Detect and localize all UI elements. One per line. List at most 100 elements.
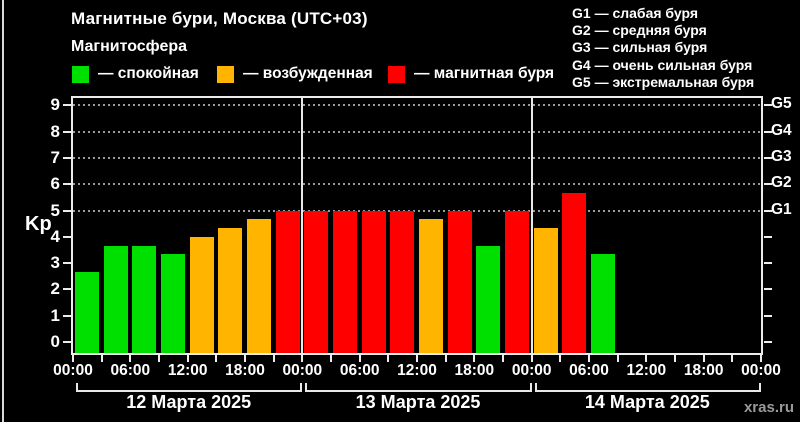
legend-swatch-storm [388,65,405,83]
y-tick-right [764,209,772,212]
legend-swatch-quiet [72,65,89,83]
y-tick-left [63,288,71,291]
x-tick-label: 18:00 [454,362,495,379]
x-tick [358,355,361,362]
x-tick-label: 12:00 [397,362,437,379]
gridline-kp-6 [73,183,761,186]
x-tick [244,355,246,362]
legend-swatch-active [217,65,234,83]
y-tick-label: 2 [50,279,60,299]
x-tick [731,355,734,362]
state-legend: — спокойная — возбужденная — магнитная бур… [0,64,800,86]
kp-bar [361,210,386,353]
x-tick [674,355,676,362]
x-tick [215,355,218,362]
y-tick-label: 6 [50,174,60,194]
y-tick-left [63,341,71,343]
x-tick-label: 00:00 [741,362,781,379]
kp-bar [161,254,186,353]
date-bracket-end [759,383,761,392]
y-tick-right [764,183,772,186]
y-axis-label: Kp [25,213,52,235]
date-label: 12 Марта 2025 [126,392,252,412]
y-tick-right [764,156,772,159]
date-bracket-end [529,383,532,392]
kp-bar [390,210,415,353]
date-bracket-end [305,383,308,392]
y-tick-label: 7 [50,147,60,167]
g-axis-label-g3: G3 [771,147,792,165]
legend-item-active: — возбужденная [217,64,373,84]
x-tick [186,355,189,362]
x-tick-label: 12:00 [626,362,667,379]
kp-bar [476,245,501,353]
y-tick-left [63,104,71,107]
x-tick-label: 06:00 [110,362,151,379]
gridline-kp-7 [73,156,761,159]
y-tick-left [63,209,71,212]
date-bracket-line [305,390,531,392]
x-tick [559,355,562,362]
kp-bar [75,271,100,353]
date-bracket-line [534,390,760,392]
x-tick [702,355,705,362]
g-legend-line: G4 — очень сильная буря [572,56,753,73]
x-tick [416,355,418,362]
x-tick-label: 06:00 [569,362,609,379]
x-tick [272,355,275,362]
kp-bar [275,210,300,353]
kp-bar [333,210,358,353]
date-label: 14 Марта 2025 [584,392,710,412]
y-tick-right [764,314,772,317]
g-legend-line: G3 — сильная буря [572,39,708,56]
x-tick [760,355,762,362]
y-tick-label: 1 [50,305,60,325]
y-tick-left [63,262,71,265]
kp-bar [447,210,472,353]
gridline-kp-5 [73,209,761,212]
gridline-kp-9 [73,104,761,107]
x-tick-label: 00:00 [282,362,323,379]
date-bracket-line [76,390,302,392]
legend-label: — спокойная [98,65,199,82]
y-tick-label: 3 [50,253,60,273]
date-bracket-end [534,383,537,392]
date-label: 13 Марта 2025 [355,392,481,412]
kp-bar [218,228,243,353]
y-tick-label: 9 [50,95,60,115]
x-tick [588,355,590,362]
x-tick [444,355,447,362]
x-tick-label: 18:00 [225,362,265,379]
kp-bar [419,219,444,353]
legend-label: — магнитная буря [414,65,555,82]
y-tick-left [63,183,71,186]
day-separator [530,98,533,353]
g-legend-line: G2 — средняя буря [572,22,707,39]
kp-bar [304,210,329,353]
kp-bar [505,210,530,353]
x-tick [100,355,103,362]
y-tick-left [63,156,71,159]
g-axis-label-g4: G4 [771,121,792,139]
kp-bar [189,236,214,353]
legend-item-storm: — магнитная буря [388,64,554,84]
g-axis-label-g2: G2 [771,174,792,192]
y-tick-left [63,235,71,238]
y-tick-label: 4 [50,226,60,246]
x-tick [72,355,74,362]
kp-bar [103,245,128,353]
kp-bar [562,192,587,353]
y-tick-label: 0 [50,332,60,351]
g-legend-line: G1 — слабая буря [572,5,699,21]
kp-bar [132,245,157,353]
chart-subtitle: Магнитосфера [71,38,188,55]
x-tick [616,355,619,362]
day-separator [301,98,304,353]
x-tick-label: 00:00 [511,362,552,379]
y-tick-right [764,341,772,343]
x-tick [301,355,304,362]
x-tick [330,355,332,362]
x-tick-label: 00:00 [53,362,93,379]
y-tick-right [764,288,772,291]
